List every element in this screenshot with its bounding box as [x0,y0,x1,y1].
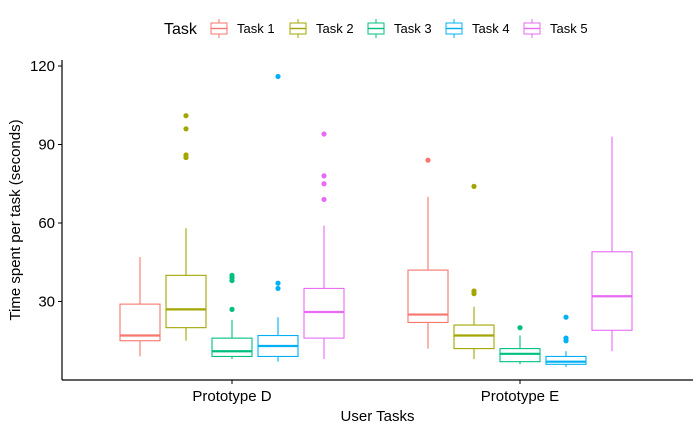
outlier-point [517,325,523,331]
legend-label: Task 5 [550,21,588,36]
box-task-4-1 [545,314,587,367]
legend-label: Task 4 [472,21,510,36]
outlier-point [471,288,477,294]
legend-label: Task 1 [237,21,275,36]
box-iqr [499,348,541,363]
legend-item-task-4: Task 4 [445,19,510,38]
legend-label: Task 2 [316,21,354,36]
x-tick-label: Prototype E [481,388,559,405]
box-task-3-1 [499,325,541,365]
outlier-point [229,306,235,312]
legend-item-task-1: Task 1 [210,19,275,38]
outlier-point [425,157,431,163]
outlier-point [321,181,327,187]
outlier-point [321,131,327,137]
box-iqr [545,355,587,365]
legend: Task Task 1 Task 2 Task 3 Task 4 Task 5 [164,19,588,38]
box-task-3-0 [211,272,253,360]
outlier-point [563,314,569,320]
box-iqr [591,251,633,331]
outlier-point [183,113,189,119]
plot-area [119,73,633,367]
box-task-2-1 [453,183,495,360]
y-tick-label: 30 [38,294,55,311]
outlier-point [183,126,189,132]
legend-item-task-5: Task 5 [523,19,588,38]
x-axis-title: User Tasks [341,408,415,425]
box-task-2-0 [165,113,207,341]
outlier-point [183,152,189,158]
legend-item-task-3: Task 3 [367,19,432,38]
legend-item-task-2: Task 2 [289,19,354,38]
box-iqr [211,337,253,357]
outlier-point [275,285,281,292]
axes: 30 60 90 120 Prototype D Prototype E [30,58,693,405]
outlier-point [471,183,477,189]
outlier-point [275,280,281,286]
box-iqr [453,324,495,350]
box-task-4-0 [257,73,299,362]
box-task-1-1 [407,157,449,349]
box-task-5-1 [591,136,633,352]
box-task-1-0 [119,257,161,357]
x-tick-label: Prototype D [192,388,271,405]
y-tick-label: 90 [38,137,55,154]
outlier-point [275,73,281,80]
outlier-point [229,272,235,278]
y-tick-label: 60 [38,215,55,232]
legend-title: Task [164,21,198,38]
outlier-point [563,335,569,341]
box-task-5-0 [303,131,345,360]
y-tick-label: 120 [30,58,55,75]
outlier-point [321,196,327,203]
legend-label: Task 3 [394,21,432,36]
box-iqr [165,274,207,329]
outlier-point [321,173,327,179]
box-iqr [303,287,345,339]
y-axis-title: Time spent per task (seconds) [7,119,24,320]
